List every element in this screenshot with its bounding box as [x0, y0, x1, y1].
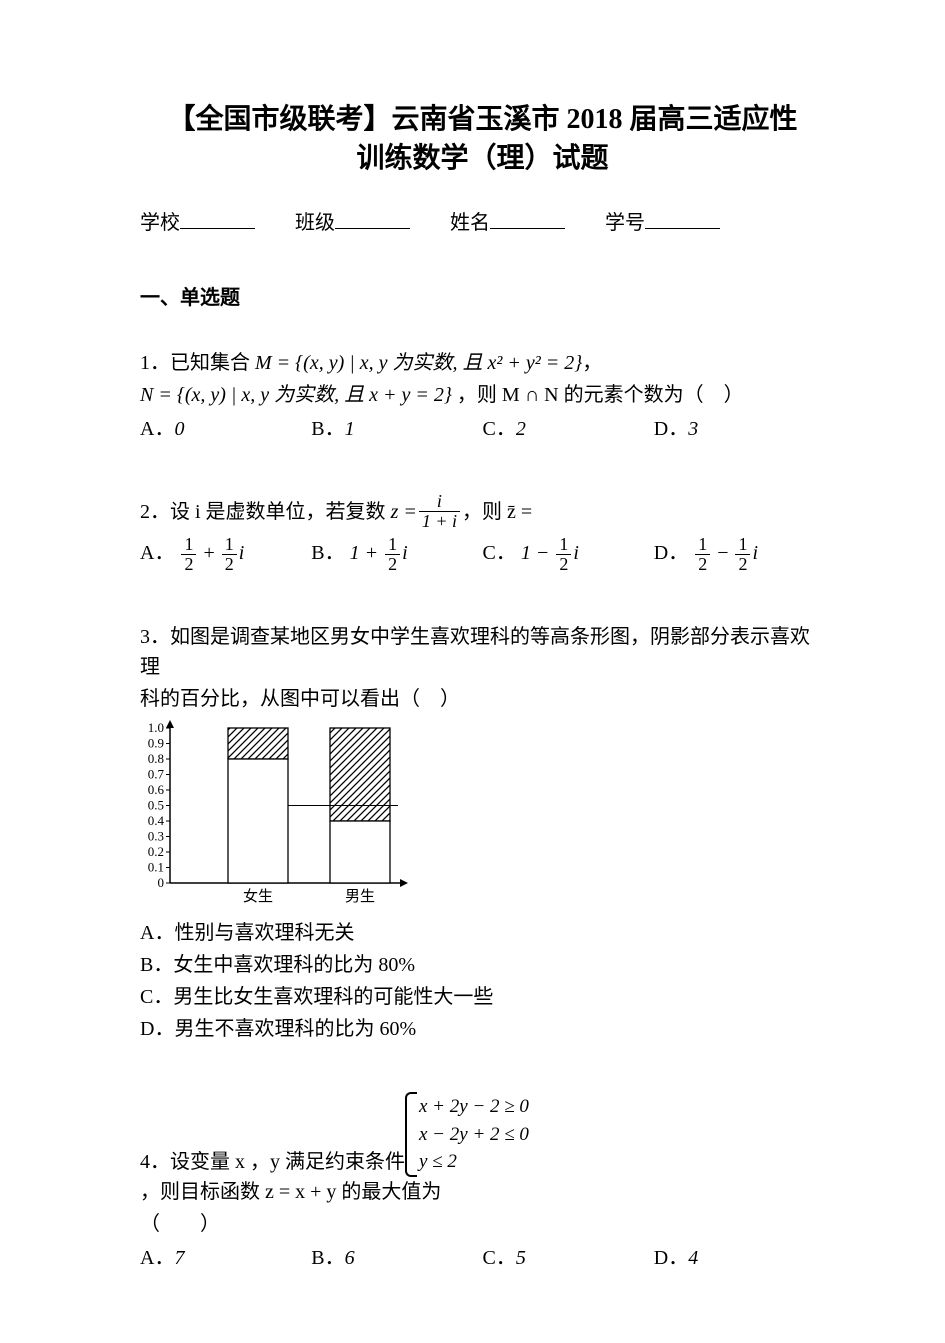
question-1: 1．已知集合 M = {(x, y) | x, y 为实数, 且 x² + y²… — [140, 348, 825, 444]
svg-text:0.6: 0.6 — [148, 782, 165, 797]
id-blank — [645, 208, 720, 229]
q4-opt-d: D．4 — [654, 1243, 825, 1273]
q3-text-1: 3．如图是调查某地区男女中学生喜欢理科的等高条形图，阴影部分表示喜欢理 — [140, 622, 825, 682]
q4-opt-c: C．5 — [483, 1243, 654, 1273]
svg-text:0.4: 0.4 — [148, 813, 165, 828]
school-blank — [180, 208, 255, 229]
q4-tail: ，则目标函数 z = x + y 的最大值为 — [140, 1177, 441, 1207]
svg-text:0.7: 0.7 — [148, 766, 165, 781]
name-blank — [490, 208, 565, 229]
q1-opt-d: D．3 — [654, 414, 825, 444]
svg-text:女生: 女生 — [243, 887, 273, 905]
title-line-2: 训练数学（理）试题 — [356, 143, 608, 174]
question-4: 4．设变量 x ，y 满足约束条件 x + 2y − 2 ≥ 0 x − 2y … — [140, 1092, 825, 1273]
svg-text:0.9: 0.9 — [148, 735, 164, 750]
q1-set-m: M = {(x, y) | x, y 为实数, 且 x² + y² = 2} — [255, 352, 582, 374]
svg-text:0.5: 0.5 — [148, 797, 164, 812]
bar-chart-svg: 1.00.90.80.70.60.50.40.30.20.10 女生 男生 — [140, 720, 410, 905]
q1-options: A．0 B．1 C．2 D．3 — [140, 414, 825, 444]
school-label: 学校 — [140, 212, 180, 234]
q3-opt-a: A．性别与喜欢理科无关 — [140, 918, 825, 948]
q1-opt-b: B．1 — [311, 414, 482, 444]
q4-options: A．7 B．6 C．5 D．4 — [140, 1243, 825, 1273]
q2-options: A． 12 + 12i B． 1 + 12i C． 1 − 12i D． 12 … — [140, 535, 825, 574]
q2-opt-b: B． 1 + 12i — [311, 535, 482, 574]
page-title: 【全国市级联考】云南省玉溪市 2018 届高三适应性 训练数学（理）试题 — [140, 100, 825, 178]
svg-text:0.2: 0.2 — [148, 844, 164, 859]
svg-text:男生: 男生 — [345, 888, 375, 905]
name-label: 姓名 — [450, 212, 490, 234]
q2-eq-lhs: z = — [391, 497, 417, 527]
svg-text:0.1: 0.1 — [148, 859, 164, 874]
question-3: 3．如图是调查某地区男女中学生喜欢理科的等高条形图，阴影部分表示喜欢理 科的百分… — [140, 622, 825, 1044]
q1-set-n: N = {(x, y) | x, y 为实数, 且 x + y = 2} — [140, 384, 452, 406]
q4-opt-a: A．7 — [140, 1243, 311, 1273]
q4-prefix: 4．设变量 x ，y 满足约束条件 — [140, 1147, 405, 1177]
q2-tail: ，则 z̄ = — [462, 497, 532, 527]
q3-opt-c: C．男生比女生喜欢理科的可能性大一些 — [140, 982, 825, 1012]
q1-prefix: 1．已知集合 — [140, 352, 250, 374]
q1-tail: ，则 M ∩ N 的元素个数为（ ） — [457, 384, 744, 406]
q2-prefix: 2．设 i 是虚数单位，若复数 — [140, 497, 386, 527]
q2-opt-c: C． 1 − 12i — [483, 535, 654, 574]
q2-opt-a: A． 12 + 12i — [140, 535, 311, 574]
q4-paren: （ ） — [140, 1209, 825, 1239]
q4-opt-b: B．6 — [311, 1243, 482, 1273]
section-heading: 一、单选题 — [140, 283, 825, 313]
question-2: 2．设 i 是虚数单位，若复数 z = i 1 + i ，则 z̄ = A． 1… — [140, 492, 825, 574]
id-label: 学号 — [605, 212, 645, 234]
student-info-row: 学校 班级 姓名 学号 — [140, 208, 825, 238]
q3-opt-b: B．女生中喜欢理科的比为 80% — [140, 950, 825, 980]
svg-text:0: 0 — [158, 875, 165, 890]
exam-page: 【全国市级联考】云南省玉溪市 2018 届高三适应性 训练数学（理）试题 学校 … — [0, 0, 945, 1343]
svg-text:1.0: 1.0 — [148, 720, 164, 735]
q2-fraction: i 1 + i — [419, 492, 460, 531]
q1-opt-c: C．2 — [483, 414, 654, 444]
title-line-1: 【全国市级联考】云南省玉溪市 2018 届高三适应性 — [167, 104, 797, 135]
q3-bar-chart: 1.00.90.80.70.60.50.40.30.20.10 女生 男生 — [140, 720, 825, 914]
svg-text:0.3: 0.3 — [148, 828, 164, 843]
q2-opt-d: D． 12 − 12i — [654, 535, 825, 574]
q3-options: A．性别与喜欢理科无关 B．女生中喜欢理科的比为 80% C．男生比女生喜欢理科… — [140, 918, 825, 1044]
q4-constraints: x + 2y − 2 ≥ 0 x − 2y + 2 ≤ 0 y ≤ 2 — [405, 1092, 529, 1177]
q3-text-2: 科的百分比，从图中可以看出（ ） — [140, 684, 825, 714]
class-blank — [335, 208, 410, 229]
q1-opt-a: A．0 — [140, 414, 311, 444]
svg-text:0.8: 0.8 — [148, 751, 164, 766]
class-label: 班级 — [295, 212, 335, 234]
q3-opt-d: D．男生不喜欢理科的比为 60% — [140, 1014, 825, 1044]
